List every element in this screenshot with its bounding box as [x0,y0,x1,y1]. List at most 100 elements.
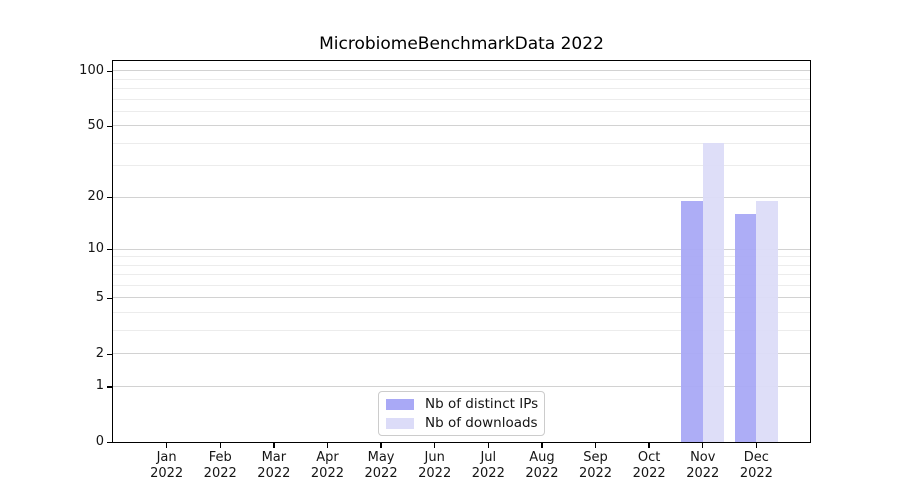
y-gridline-minor [113,98,810,100]
x-tick-month: Apr [316,450,339,465]
right-spine [810,59,812,444]
legend-swatch-downloads [386,417,414,429]
y-tick-label: 100 [79,62,104,78]
y-gridline-major [113,353,810,355]
y-gridline-minor [113,264,810,266]
y-gridline-minor [113,142,810,144]
x-tick-mark [219,443,221,449]
x-tick-label: Nov 2022 [675,450,731,481]
y-tick-mark [106,70,112,73]
y-gridline-major [113,248,810,250]
y-tick-label: 2 [95,345,104,361]
y-gridline-minor [113,165,810,167]
legend-entry-distinct-ips: Nb of distinct IPs [386,396,539,412]
x-tick-year: 2022 [310,465,344,481]
bar-nov-downloads [702,143,725,443]
legend-label-downloads: Nb of downloads [425,415,538,431]
x-tick-label: Feb 2022 [192,450,248,481]
x-tick-month: Jun [424,450,445,465]
x-tick-month: Jul [480,450,497,465]
y-gridline-minor [113,87,810,89]
x-tick-month: Aug [529,450,555,465]
y-tick-mark [106,249,112,251]
x-tick-year: 2022 [739,465,773,481]
x-tick-month: Mar [261,450,287,465]
x-tick-mark [433,443,436,449]
x-tick-mark [487,443,489,449]
legend-label-distinct-ips: Nb of distinct IPs [425,396,539,412]
x-tick-label: Sep 2022 [568,450,624,481]
x-tick-mark [326,443,329,449]
x-tick-label: Oct 2022 [621,450,677,481]
x-tick-year: 2022 [525,465,559,481]
x-tick-mark [702,443,704,449]
y-tick-mark [106,197,112,199]
x-tick-year: 2022 [632,465,666,481]
x-tick-label: Mar 2022 [246,450,302,481]
x-tick-year: 2022 [203,465,237,481]
legend-swatch-distinct-ips [386,398,414,410]
x-tick-year: 2022 [578,465,613,481]
top-spine [111,59,812,61]
y-tick-label: 20 [87,189,104,205]
x-tick-mark [648,443,650,449]
legend-entry-downloads: Nb of downloads [386,415,538,431]
x-tick-year: 2022 [364,465,398,481]
y-gridline-minor [113,312,810,314]
y-gridline-minor [113,256,810,258]
y-gridline-major [113,125,810,127]
x-tick-label: Jan 2022 [139,450,195,481]
x-tick-month: Jan [156,450,177,465]
x-tick-label: Apr 2022 [299,450,355,481]
y-tick-label: 1 [95,378,104,394]
y-gridline-minor [113,110,810,112]
y-tick-mark [106,386,112,388]
bottom-spine [111,442,812,444]
legend: Nb of distinct IPs Nb of downloads [378,391,545,436]
x-tick-year: 2022 [150,465,184,481]
x-tick-month: Feb [208,450,232,465]
x-tick-label: Aug 2022 [514,450,570,481]
y-gridline-major [113,70,810,72]
y-tick-label: 0 [95,434,104,449]
y-tick-mark [106,442,112,444]
x-tick-month: Oct [637,450,661,465]
x-tick-month: May [367,450,395,465]
x-tick-mark [541,443,543,449]
bar-dec-distinct-ips [734,214,757,443]
bar-dec-downloads [756,201,778,443]
x-tick-mark [165,443,168,449]
x-tick-year: 2022 [418,465,452,481]
y-tick-mark [106,125,112,128]
x-tick-year: 2022 [257,465,291,481]
x-tick-label: Dec 2022 [728,450,784,481]
y-gridline-major [113,297,810,299]
x-tick-mark [380,443,382,449]
y-gridline-minor [113,329,810,331]
x-tick-label: Jul 2022 [460,450,516,481]
chart-title: MicrobiomeBenchmarkData 2022 [319,34,604,54]
y-tick-label: 10 [87,241,104,257]
x-tick-month: Dec [743,450,769,465]
y-gridline-minor [113,284,810,286]
y-gridline-major [113,196,810,198]
x-tick-month: Nov [690,450,716,465]
x-tick-mark [755,443,758,449]
x-tick-year: 2022 [471,465,505,481]
x-tick-mark [594,443,597,449]
x-tick-year: 2022 [686,465,720,481]
left-spine [111,59,113,444]
x-tick-mark [273,443,275,449]
x-tick-label: May 2022 [353,450,409,481]
y-tick-mark [106,353,112,355]
bar-nov-distinct-ips [681,201,703,443]
x-tick-label: Jun 2022 [407,450,463,481]
y-gridline-major [113,385,810,387]
y-tick-label: 5 [95,289,104,305]
y-tick-mark [106,297,112,300]
x-tick-month: Sep [583,450,608,465]
y-gridline-minor [113,78,810,80]
y-tick-label: 50 [87,117,104,133]
y-gridline-minor [113,274,810,276]
